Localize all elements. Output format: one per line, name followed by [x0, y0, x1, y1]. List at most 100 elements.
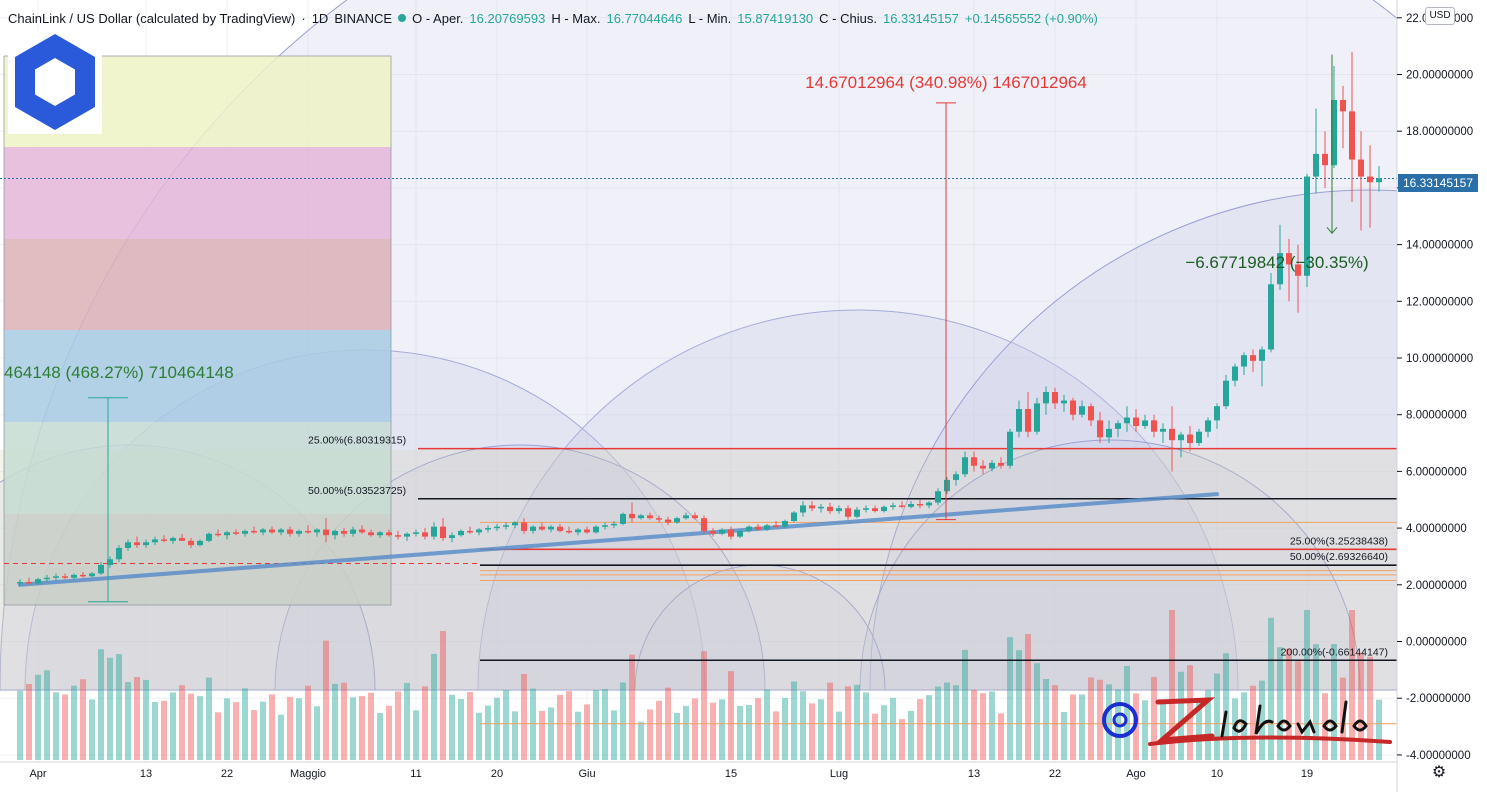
candle — [449, 532, 455, 543]
currency-button[interactable]: USD — [1425, 7, 1455, 25]
volume-bar — [1286, 648, 1292, 760]
candle-body — [35, 579, 41, 584]
candle — [1376, 166, 1382, 192]
volume-bar — [566, 691, 572, 760]
volume-bar — [710, 702, 716, 760]
candle — [863, 505, 869, 513]
volume-bar — [908, 710, 914, 760]
candle — [80, 572, 86, 578]
volume-bar — [116, 654, 122, 760]
volume-bar — [980, 693, 986, 760]
volume-bar — [1124, 665, 1130, 760]
volume-bar — [197, 696, 203, 760]
volume-bar — [1313, 644, 1319, 760]
volume-bar — [251, 710, 257, 760]
candle — [638, 513, 644, 520]
candle — [1223, 375, 1229, 410]
candle-body — [395, 535, 401, 537]
candle-body — [1340, 100, 1346, 112]
candle-body — [98, 564, 104, 574]
volume-bar — [1376, 699, 1382, 760]
volume-bar — [98, 649, 104, 760]
interval-label[interactable]: 1D — [311, 10, 329, 26]
volume-bar — [323, 640, 329, 760]
volume-bar — [782, 697, 788, 760]
measure-tools[interactable]: 14.67012964 (340.98%) 1467012964 −6.67719… — [4, 54, 1369, 603]
candle — [314, 528, 320, 537]
candle — [665, 516, 671, 526]
candle — [1286, 238, 1292, 302]
candle-body — [1025, 409, 1031, 432]
volume-bar — [431, 653, 437, 760]
volume-bar — [1268, 617, 1274, 760]
gear-icon[interactable]: ⚙ — [1431, 764, 1447, 781]
y-tick-label: 6.00000000 — [1406, 466, 1467, 478]
candle — [836, 505, 842, 514]
measure-arrow-green — [1326, 226, 1338, 235]
volume-bar — [260, 701, 266, 760]
volume-bar — [62, 694, 68, 760]
open-label: O - Aper. — [412, 10, 464, 26]
candle-body — [710, 530, 716, 534]
candle-body — [998, 462, 1004, 466]
candle — [611, 521, 617, 529]
candle — [620, 512, 626, 526]
volume-bar — [233, 702, 239, 760]
trendline-segment[interactable] — [18, 492, 1219, 587]
volume-bar — [881, 705, 887, 760]
candle — [782, 519, 788, 529]
trendline[interactable] — [18, 492, 1219, 587]
candle-body — [530, 526, 536, 531]
candle-body — [17, 581, 23, 584]
candle-body — [269, 529, 275, 533]
volume-bar — [962, 649, 968, 760]
candle-body — [908, 504, 914, 507]
candle-body — [1367, 176, 1373, 183]
candle-body — [917, 504, 923, 506]
volume-bar — [53, 692, 59, 760]
fib-level-lines: 25.00%(6.80319315) 50.00%(5.03523725) 25.0… — [0, 178, 1397, 725]
candle — [557, 523, 563, 533]
candle-body — [170, 538, 176, 541]
volume-bar — [737, 705, 743, 760]
volume-bar — [1034, 663, 1040, 760]
candle — [1322, 131, 1328, 188]
candle-body — [287, 529, 293, 534]
candle-body — [386, 532, 392, 536]
fib-level-label: 50.00%(2.69326640) — [1290, 551, 1388, 563]
candle-body — [1097, 420, 1103, 438]
candle — [1007, 428, 1013, 469]
candle — [125, 539, 131, 551]
candle — [1205, 417, 1211, 438]
fib-zone-border — [3, 55, 392, 606]
candle — [1259, 346, 1265, 387]
volume-bar — [1106, 684, 1112, 760]
candle — [935, 488, 941, 506]
symbol-title[interactable]: ChainLink / US Dollar (calculated by Tra… — [8, 10, 296, 26]
volume-bar — [755, 698, 761, 760]
candle — [1196, 428, 1202, 446]
candle — [575, 528, 581, 536]
volume-bar — [872, 713, 878, 760]
candle-body — [305, 530, 311, 533]
y-tick-label: -4.00000000 — [1406, 750, 1471, 762]
candle-body — [1043, 392, 1049, 404]
exchange-label: BINANCE — [334, 10, 393, 26]
candle-body — [539, 526, 545, 530]
volume-bar — [494, 697, 500, 760]
candle — [674, 516, 680, 524]
volume-bar — [656, 700, 662, 760]
candle — [1034, 397, 1040, 435]
volume-bar — [314, 706, 320, 760]
candle-body — [215, 533, 221, 536]
volume-bar — [296, 698, 302, 760]
volume-bar — [44, 670, 50, 760]
volume-bar — [530, 688, 536, 760]
last-price-tag: 16.33145157 — [1398, 174, 1478, 192]
candle-body — [152, 539, 158, 543]
volume-bar — [836, 711, 842, 760]
candle — [224, 530, 230, 540]
candle-body — [647, 515, 653, 519]
candle — [944, 477, 950, 495]
